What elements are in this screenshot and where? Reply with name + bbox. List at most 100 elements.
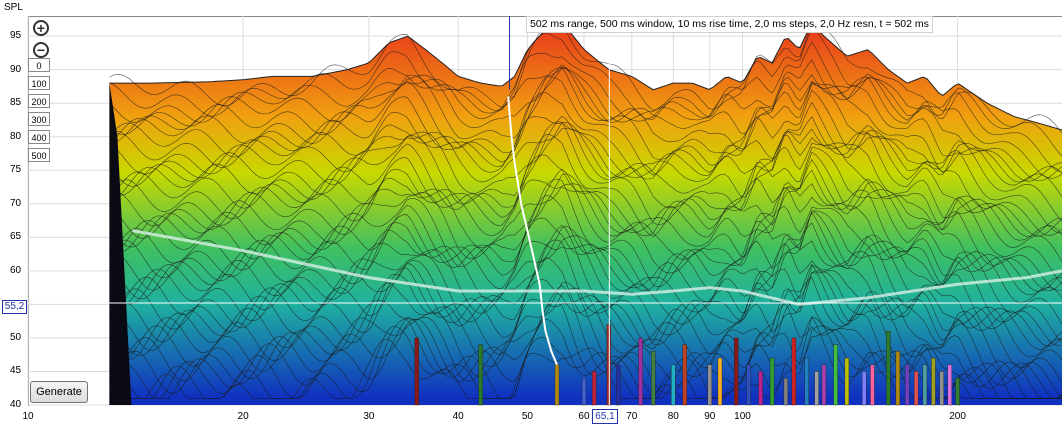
x-tick-label: 60 (578, 411, 590, 422)
y-tick-label: 75 (10, 164, 22, 176)
slice-contour (109, 67, 1062, 183)
y-tick-label: 50 (10, 331, 22, 343)
y-tick-label: 40 (10, 399, 22, 410)
impulse-bar (638, 337, 643, 406)
impulse-bar (939, 371, 944, 406)
time-slice-button-300[interactable]: 300 (28, 112, 50, 126)
slice-contour (109, 194, 1062, 325)
slice-contour (109, 151, 1062, 285)
slice-contour (109, 64, 1062, 182)
zoom-out-icon[interactable]: − (33, 42, 49, 58)
impulse-bar (955, 377, 960, 406)
left-wall-shadow (109, 83, 132, 405)
impulse-bar (651, 351, 656, 406)
slice-contour (109, 116, 1062, 237)
x-tick-label: 50 (521, 411, 533, 422)
impulse-bar (922, 364, 928, 406)
slice-contour (109, 89, 1062, 222)
generate-button[interactable]: Generate (30, 381, 88, 403)
slice-contour (109, 210, 1062, 343)
slice-contour (109, 159, 1062, 291)
impulse-bar (734, 337, 739, 406)
slice-contour (109, 284, 1062, 399)
impulse-bar (717, 357, 723, 406)
slice-contour (109, 133, 1062, 262)
impulse-bar (904, 364, 910, 406)
impulse-bar (478, 344, 483, 406)
slice-contour (109, 301, 1062, 399)
slice-contour (109, 257, 1062, 384)
impulse-bar (682, 344, 687, 406)
time-slice-button-200[interactable]: 200 (28, 94, 50, 108)
info-readout: 502 ms range, 500 ms window, 10 ms rise … (526, 16, 933, 33)
impulse-bar (554, 364, 560, 406)
time-slice-button-500[interactable]: 500 (28, 148, 50, 162)
impulse-bar (616, 364, 621, 406)
slice-contour (109, 59, 1062, 179)
impulse-bar (758, 371, 763, 406)
impulse-bar (804, 357, 809, 406)
y-tick-label: 90 (10, 63, 22, 75)
slice-contour (109, 315, 1062, 399)
y-cursor-readout: 55,2 (2, 300, 27, 314)
slice-contour (109, 212, 1062, 347)
x-tick-label: 70 (626, 411, 638, 422)
slice-contour (109, 173, 1062, 292)
impulse-bar (671, 364, 676, 406)
slice-contour (109, 22, 1062, 134)
x-tick-label: 10 (22, 411, 34, 422)
impulse-bar (783, 377, 789, 406)
x-cursor-readout: 65,1 (592, 409, 618, 424)
slice-contour (109, 168, 1062, 296)
zoom-in-icon[interactable]: + (33, 20, 49, 36)
waterfall-surface (109, 22, 1062, 406)
impulse-bar (931, 357, 936, 406)
impulse-bar (414, 337, 419, 406)
slice-contour (109, 318, 1062, 399)
slice-contour (109, 76, 1062, 198)
impulse-bar (591, 371, 597, 406)
impulse-bar (581, 377, 587, 406)
impulse-bar (895, 351, 901, 406)
decay-curve (132, 229, 1062, 306)
slice-contour (109, 276, 1062, 399)
slice-contour (109, 169, 1062, 292)
y-tick-label: 45 (10, 365, 22, 377)
x-tick-label: 20 (237, 411, 249, 422)
y-tick-label: 65 (10, 231, 22, 243)
impulse-bar (947, 364, 952, 406)
impulse-bar (821, 364, 827, 406)
x-tick-label: 80 (667, 411, 679, 422)
impulse-bar (844, 357, 850, 406)
time-slice-button-0[interactable]: 0 (28, 58, 50, 72)
slice-contour (109, 178, 1062, 303)
slice-contour (109, 67, 1062, 182)
y-tick-label: 95 (10, 30, 22, 42)
x-tick-label: 90 (704, 411, 716, 422)
slice-contour (109, 27, 1062, 157)
slice-contour (109, 265, 1062, 399)
impulse-bar (769, 357, 775, 406)
time-slice-button-100[interactable]: 100 (28, 76, 50, 90)
impulse-bar (833, 344, 838, 406)
slice-contour (109, 115, 1062, 237)
y-tick-label: 80 (10, 130, 22, 142)
decay-marker-line (507, 96, 558, 366)
impulse-bar (707, 364, 713, 406)
x-tick-label: 200 (949, 411, 966, 422)
x-tick-label: 30 (363, 411, 375, 422)
impulse-bar (861, 371, 867, 406)
y-tick-label: 70 (10, 197, 22, 209)
impulse-bar (746, 364, 751, 406)
slice-contour (109, 121, 1062, 241)
x-tick-label: 40 (452, 411, 464, 422)
impulse-bar (886, 331, 891, 406)
y-tick-label: 60 (10, 264, 22, 276)
slice-contour (109, 317, 1062, 399)
slice-contour (109, 102, 1062, 234)
slice-contour (109, 263, 1062, 399)
time-slice-button-400[interactable]: 400 (28, 130, 50, 144)
x-tick-label: 100 (734, 411, 751, 422)
y-axis-label: SPL (4, 2, 23, 13)
